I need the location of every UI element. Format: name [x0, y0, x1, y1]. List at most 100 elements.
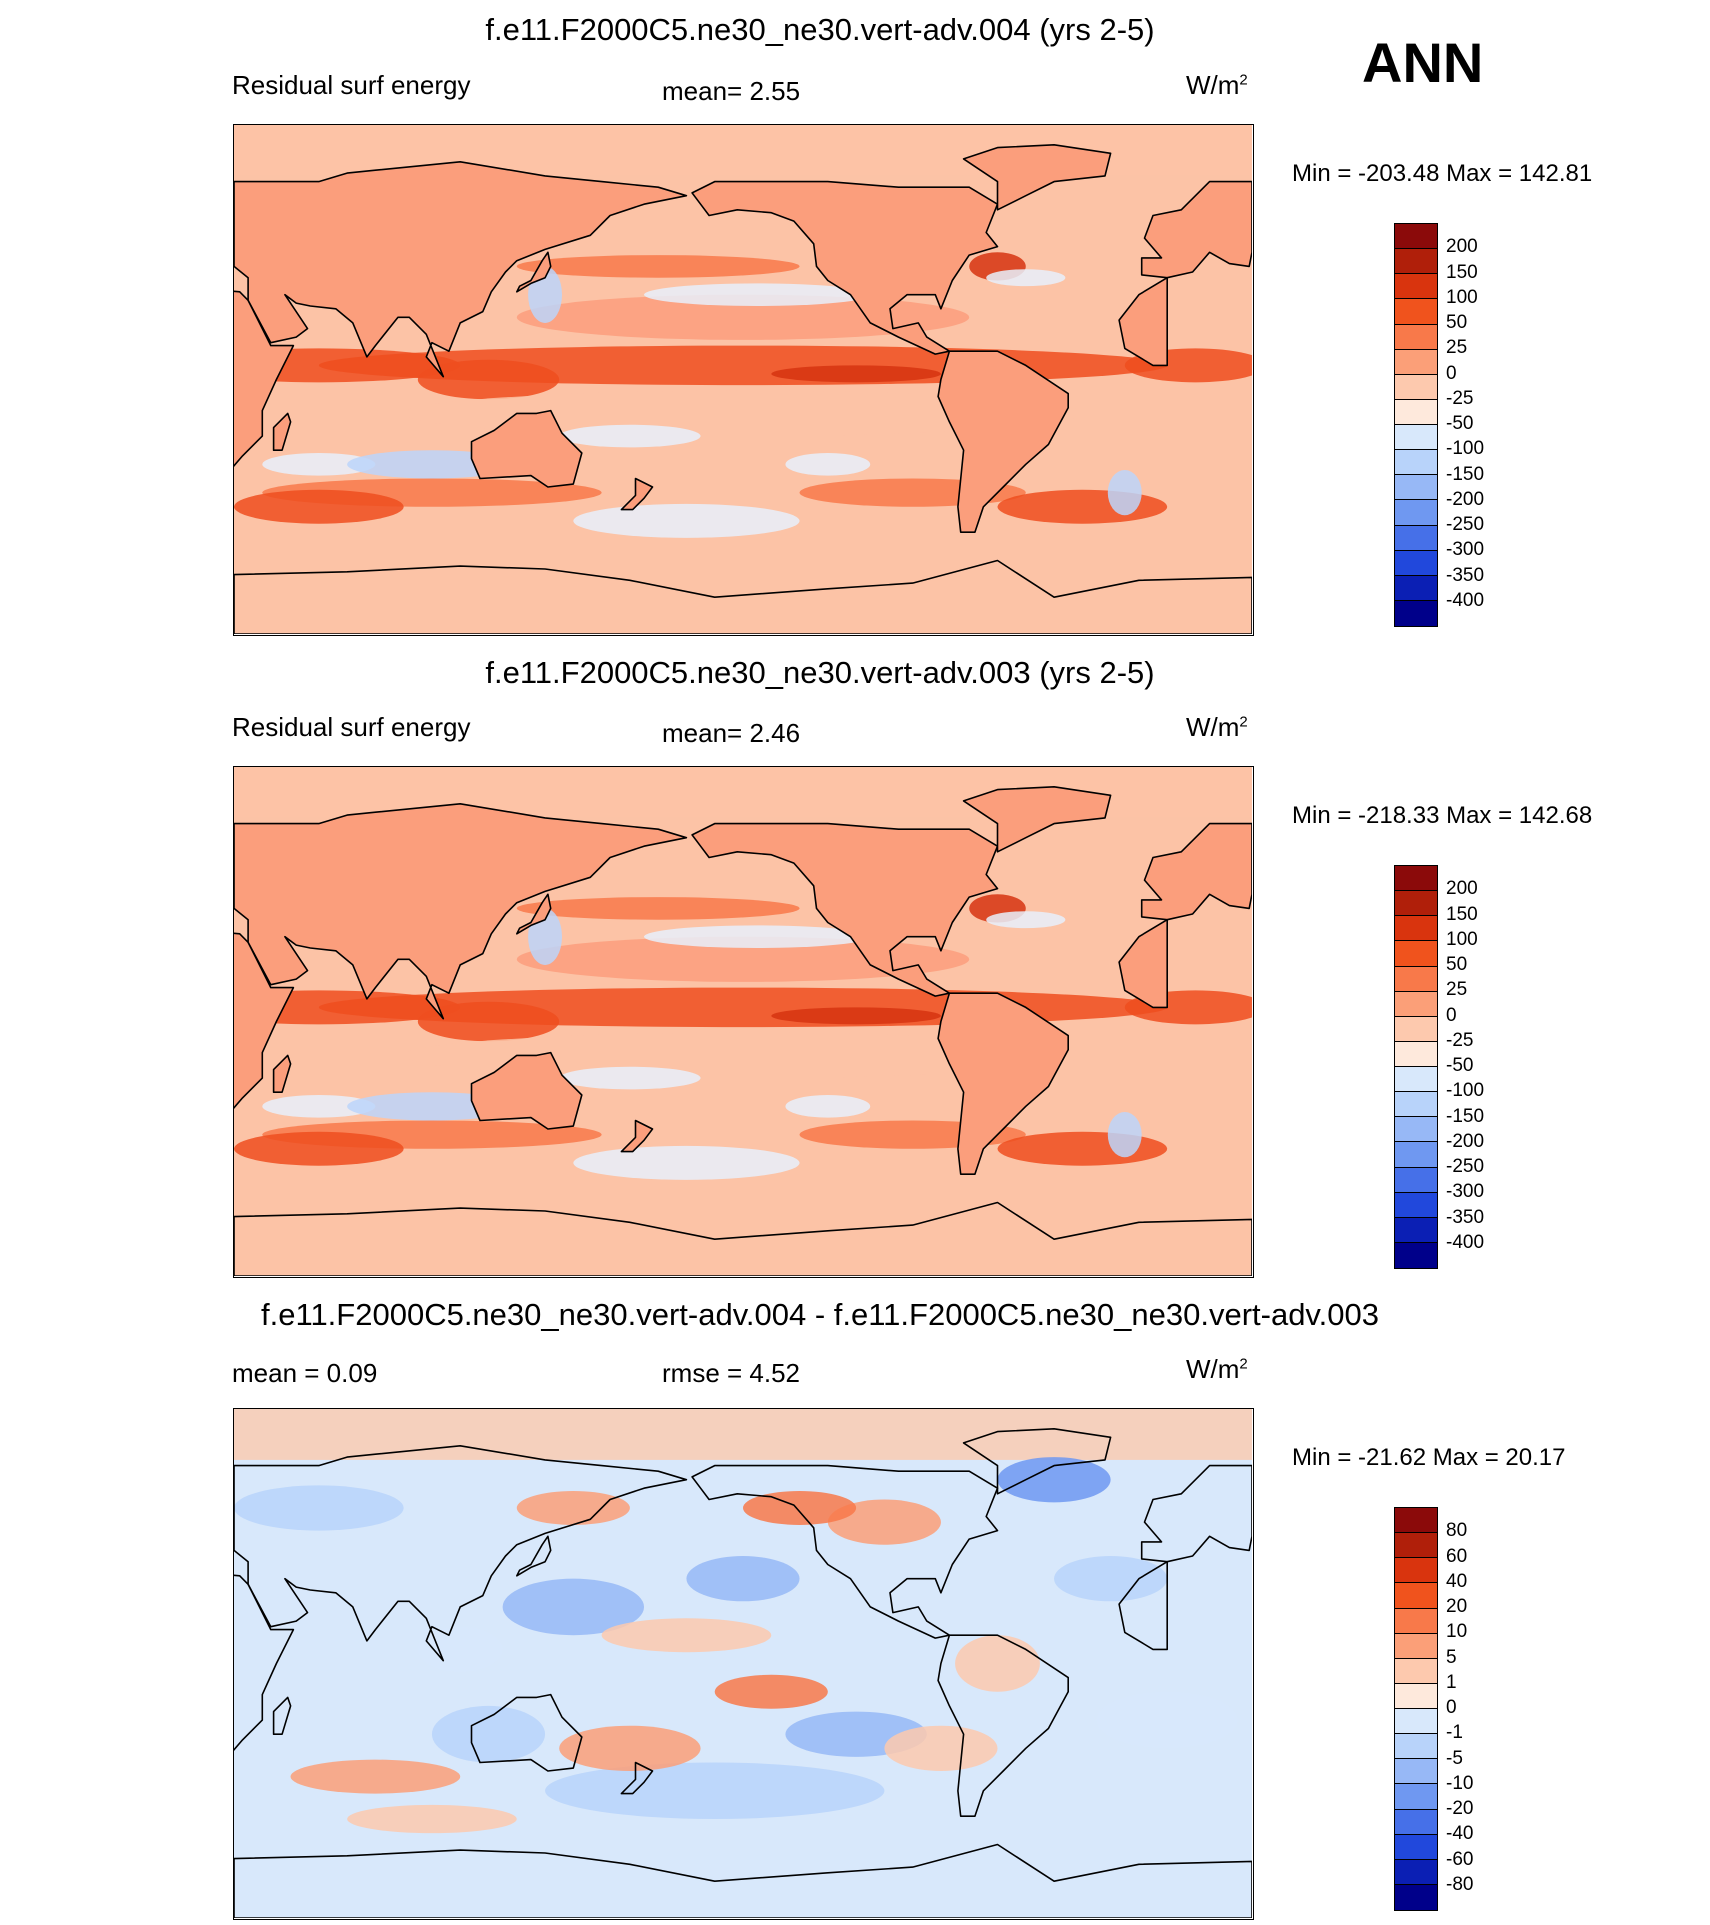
- map-field-contour: [743, 1491, 857, 1525]
- colorbar-swatch: [1395, 1217, 1437, 1243]
- colorbar-swatch: [1395, 1759, 1437, 1785]
- colorbar-swatch: [1395, 1242, 1437, 1268]
- map-field-contour: [559, 1725, 701, 1771]
- colorbar-swatch: [1395, 1608, 1437, 1634]
- colorbar-tick-label: 20: [1446, 1596, 1468, 1617]
- units-label: W/m2: [1186, 712, 1248, 742]
- colorbar-swatch: [1395, 1734, 1437, 1760]
- colorbar-swatch: [1395, 349, 1437, 375]
- coastline: [470, 409, 583, 488]
- map-field-contour: [714, 1674, 828, 1709]
- map-field-contour: [516, 897, 800, 920]
- coastline: [272, 1696, 292, 1735]
- colorbar-swatch: [1395, 866, 1437, 892]
- colorbar-tick-label: -400: [1446, 1231, 1485, 1253]
- map-field-band: [234, 1855, 1252, 1918]
- map-field-contour: [785, 1095, 871, 1118]
- map-field-contour: [771, 1007, 941, 1025]
- coastline: [691, 1464, 999, 1639]
- min-max-label: Min = -21.62 Max = 20.17: [1292, 1444, 1566, 1471]
- map-field-contour: [347, 1804, 517, 1834]
- colorbar-swatch: [1395, 1834, 1437, 1860]
- colorbar-swatch: [1395, 1784, 1437, 1810]
- colorbar-swatch: [1395, 475, 1437, 501]
- min-max-label: Min = -218.33 Max = 142.68: [1292, 802, 1593, 829]
- colorbar-swatch: [1395, 1117, 1437, 1143]
- colorbar-tick-label: 200: [1446, 878, 1478, 900]
- colorbar-swatch: [1395, 1884, 1437, 1910]
- map-field-contour: [884, 1725, 998, 1771]
- coastline: [234, 559, 1252, 634]
- panel-left-label: Residual surf energy: [232, 70, 471, 100]
- colorbar-tick-label: 100: [1446, 928, 1478, 950]
- map-field-contour: [644, 283, 871, 306]
- map-field-contour: [997, 1131, 1168, 1166]
- coastline: [516, 1535, 552, 1577]
- colorbar-swatch: [1395, 299, 1437, 325]
- coastline: [1140, 1464, 1252, 1563]
- colorbar-swatch: [1395, 1533, 1437, 1559]
- coastline: [937, 992, 1069, 1175]
- map-field-contour: [559, 424, 701, 448]
- map-canvas: [234, 125, 1252, 634]
- colorbar-swatch: [1395, 575, 1437, 601]
- map-field-contour: [516, 294, 970, 340]
- colorbar-tick-label: 200: [1446, 236, 1478, 258]
- map-field-contour: [516, 255, 800, 278]
- colorbar-tick-label: -10: [1446, 1772, 1474, 1794]
- map-panel-3: [233, 1408, 1254, 1920]
- colorbar-swatch: [1395, 425, 1437, 451]
- colorbar-swatch: [1395, 1192, 1437, 1218]
- coastline: [234, 1574, 295, 1751]
- coastline: [470, 1693, 583, 1772]
- map-field-contour: [986, 911, 1066, 929]
- coastline: [1118, 918, 1168, 1009]
- colorbar-swatch: [1395, 1167, 1437, 1193]
- colorbar-tick-label: 0: [1446, 1697, 1457, 1718]
- coastline: [470, 1051, 583, 1130]
- colorbar-tick-label: -300: [1446, 1181, 1485, 1203]
- coastline: [234, 161, 688, 378]
- coastline: [620, 1761, 654, 1795]
- map-field-contour: [997, 1457, 1111, 1503]
- colorbar-swatch: [1395, 1092, 1437, 1118]
- colorbar-tick-label: -60: [1446, 1848, 1474, 1870]
- colorbar-swatch: [1395, 450, 1437, 476]
- map-field-contour: [601, 1618, 772, 1653]
- colorbar-swatch: [1395, 1558, 1437, 1584]
- colorbar-swatch: [1395, 550, 1437, 576]
- map-field-contour: [417, 1626, 503, 1672]
- coastline: [234, 1201, 1252, 1276]
- colorbar-tick-label: -50: [1446, 413, 1474, 434]
- map-field-contour: [955, 1635, 1040, 1692]
- panel-title: f.e11.F2000C5.ne30_ne30.vert-adv.004 (yr…: [485, 12, 1155, 47]
- map-field-contour: [986, 269, 1066, 287]
- panel-title: f.e11.F2000C5.ne30_ne30.vert-adv.004 - f…: [261, 1297, 1379, 1332]
- colorbar-tick-label: -40: [1446, 1823, 1474, 1845]
- colorbar-swatch: [1395, 1683, 1437, 1709]
- coastline: [691, 822, 999, 997]
- map-field-contour: [516, 1491, 630, 1525]
- coastline: [962, 786, 1112, 853]
- coastline: [1118, 1560, 1168, 1651]
- units-label: W/m2: [1186, 1354, 1248, 1384]
- map-panel-1: [233, 124, 1254, 636]
- coastline: [620, 477, 654, 511]
- coastline: [962, 144, 1112, 211]
- map-field-contour: [1096, 1691, 1238, 1749]
- coastline: [234, 803, 688, 1020]
- map-field-contour: [290, 1759, 461, 1794]
- colorbar-swatch: [1395, 1583, 1437, 1609]
- map-field-contour: [262, 1095, 376, 1118]
- colorbar-tick-label: -1: [1446, 1722, 1463, 1744]
- colorbar-swatch: [1395, 1709, 1437, 1735]
- colorbar-tick-label: -350: [1446, 1206, 1485, 1228]
- map-field-contour: [573, 503, 800, 538]
- map-field-contour: [1054, 1556, 1168, 1602]
- season-label: ANN: [1362, 31, 1484, 94]
- map-field-contour: [502, 1578, 645, 1636]
- colorbar-tick-label: 10: [1446, 1621, 1468, 1643]
- colorbar-tick-label: 0: [1446, 1004, 1457, 1026]
- coastline: [1140, 822, 1252, 921]
- colorbar-swatch: [1395, 224, 1437, 250]
